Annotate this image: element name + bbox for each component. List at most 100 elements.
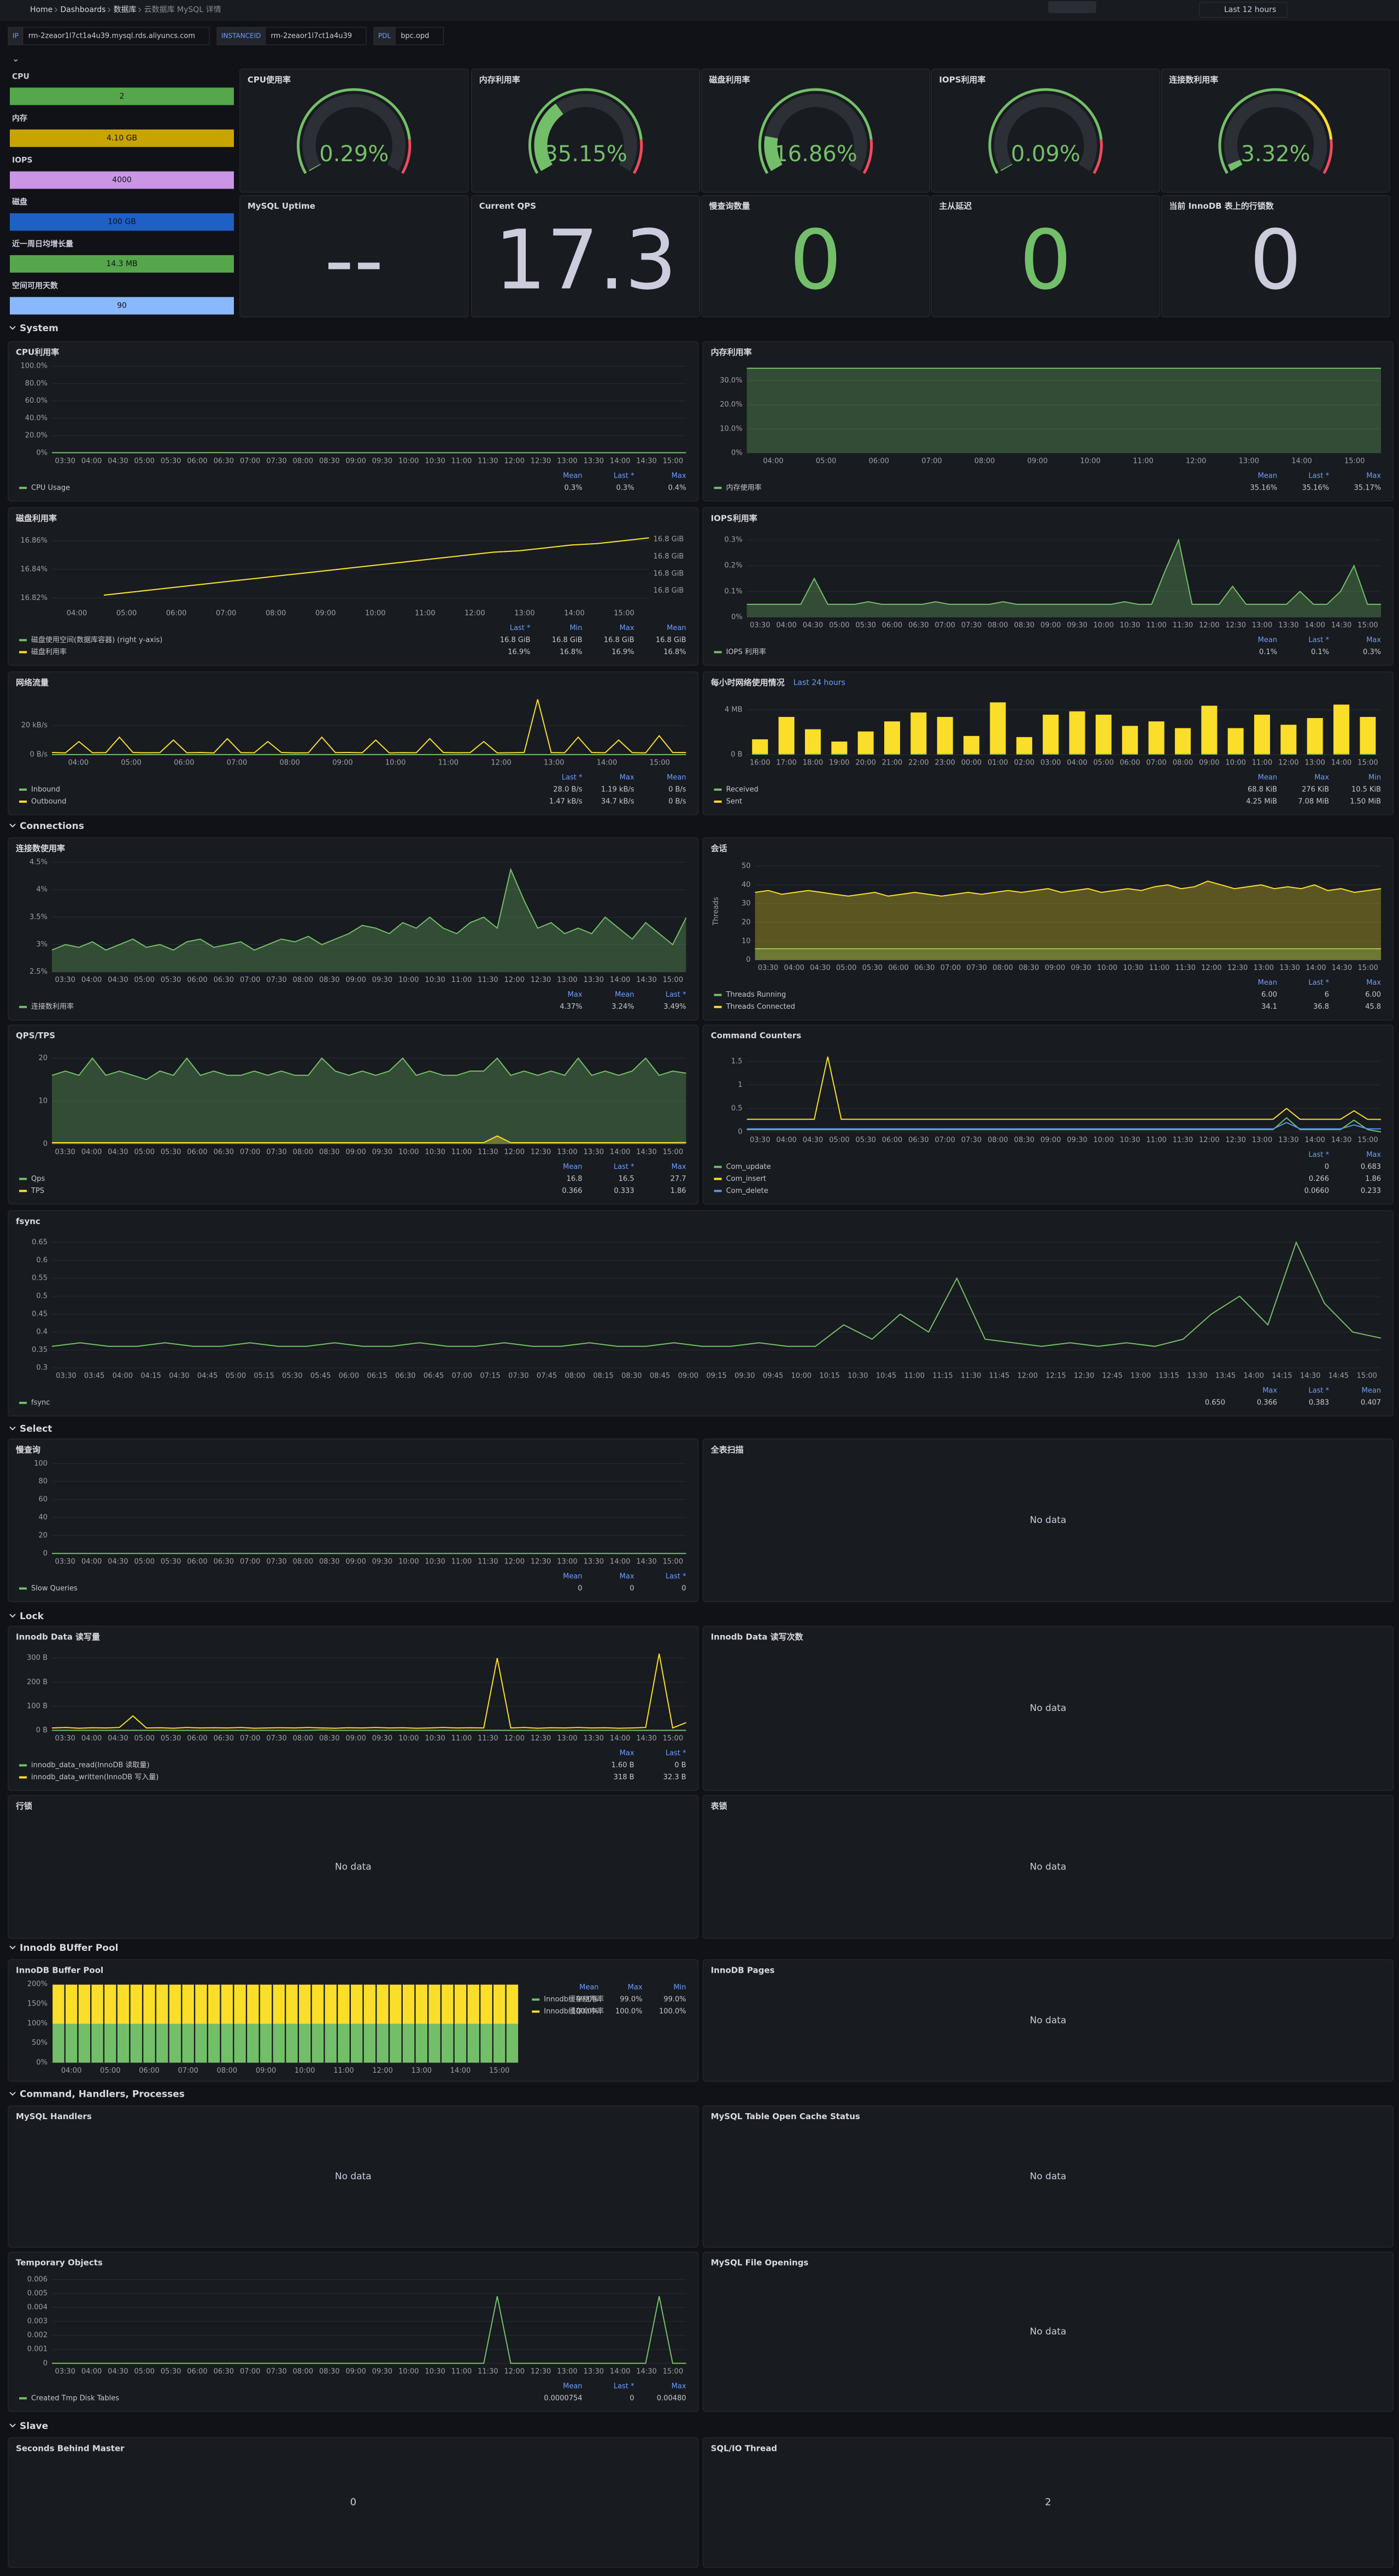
legend-label[interactable]: Threads Connected	[726, 1003, 795, 1011]
legend-header[interactable]: Max	[620, 624, 634, 632]
legend-header[interactable]: Mean	[1258, 636, 1277, 644]
legend-header[interactable]: Last *	[1308, 1387, 1329, 1395]
legend-header[interactable]: Last *	[562, 773, 583, 781]
legend-header[interactable]: Mean	[667, 773, 686, 781]
legend-label[interactable]: TPS	[31, 1187, 44, 1195]
legend-label[interactable]: Outbound	[31, 797, 67, 805]
bar	[454, 2024, 467, 2063]
legend-header[interactable]: Max	[1366, 636, 1381, 644]
legend-label[interactable]: Sent	[726, 797, 743, 805]
row-chevron[interactable]	[9, 326, 16, 330]
bar	[338, 1984, 350, 2024]
time-picker[interactable]	[1199, 2, 1288, 18]
legend-header[interactable]: Max	[568, 991, 583, 999]
section-title[interactable]: Innodb BUffer Pool	[20, 1943, 118, 1954]
legend-label[interactable]: Slow Queries	[31, 1584, 78, 1592]
x-tick-label: 11:00	[451, 1557, 472, 1566]
legend-header[interactable]: Last *	[666, 1749, 686, 1757]
legend-header[interactable]: Last *	[614, 472, 634, 480]
row-chevron[interactable]	[9, 2091, 16, 2096]
legend-label[interactable]: Threads Running	[726, 991, 786, 999]
legend-header[interactable]: Min	[569, 624, 582, 632]
legend-header[interactable]: Min	[1368, 773, 1381, 781]
x-tick-label: 08:00	[987, 1136, 1008, 1144]
legend-label[interactable]: Com_insert	[726, 1175, 766, 1183]
top-button[interactable]	[1048, 1, 1096, 13]
section-title[interactable]: Slave	[20, 2421, 48, 2432]
row-chevron[interactable]	[9, 1426, 16, 1431]
row-chevron[interactable]	[9, 824, 16, 828]
legend-header[interactable]: Mean	[563, 2382, 582, 2390]
legend-label[interactable]: 磁盘利用率	[31, 648, 67, 656]
legend-header[interactable]: Mean	[1258, 773, 1277, 781]
legend-header[interactable]: Max	[1366, 472, 1381, 480]
legend-header[interactable]: Max	[672, 2382, 686, 2390]
breadcrumb-item[interactable]: Home	[30, 5, 52, 14]
section-title[interactable]: Lock	[20, 1611, 44, 1622]
breadcrumb-item[interactable]: 数据库	[114, 5, 137, 14]
legend-header[interactable]: Max	[1262, 1387, 1277, 1395]
section-title[interactable]: Connections	[20, 821, 84, 832]
legend-label[interactable]: Created Tmp Disk Tables	[31, 2394, 119, 2402]
legend-header[interactable]: Mean	[1362, 1387, 1381, 1395]
legend-header[interactable]: Max	[672, 1163, 686, 1171]
legend-header[interactable]: Max	[628, 1984, 643, 1992]
legend-header[interactable]: Last *	[1308, 1151, 1329, 1159]
legend-header[interactable]: Mean	[1258, 979, 1277, 987]
legend-label[interactable]: IOPS 利用率	[726, 648, 766, 656]
legend-header[interactable]: Max	[620, 1572, 634, 1580]
legend-header[interactable]: Max	[1314, 773, 1329, 781]
legend-header[interactable]: Last *	[614, 2382, 634, 2390]
legend-header[interactable]: Mean	[563, 472, 582, 480]
legend-label[interactable]: innodb_data_written(InnoDB 写入量)	[31, 1773, 158, 1781]
legend-header[interactable]: Mean	[579, 1984, 598, 1992]
legend-header[interactable]: Max	[1366, 1151, 1381, 1159]
legend-value: 0.1%	[1259, 648, 1277, 656]
legend-label[interactable]: 内存使用率	[726, 483, 762, 492]
legend-label[interactable]: Innodb缓存使用率	[544, 1995, 604, 2004]
legend-label[interactable]: Inbound	[31, 785, 60, 793]
legend-header[interactable]: Last *	[510, 624, 531, 632]
legend-label[interactable]: CPU Usage	[31, 484, 70, 492]
legend-header[interactable]: Last *	[1308, 472, 1329, 480]
breadcrumb-item[interactable]: Dashboards	[60, 5, 105, 14]
time-range[interactable]: Last 12 hours	[1224, 5, 1276, 14]
legend-label[interactable]: Innodb缓存命中率	[544, 2007, 604, 2016]
legend-header[interactable]: Last *	[1308, 636, 1329, 644]
variable-value-box[interactable]	[22, 27, 210, 45]
legend-header[interactable]: Mean	[1258, 472, 1277, 480]
row-chevron[interactable]	[9, 2424, 16, 2428]
legend-label[interactable]: Qps	[31, 1175, 45, 1183]
legend-header[interactable]: Last *	[1308, 979, 1329, 987]
legend-label[interactable]: Received	[726, 785, 759, 793]
variable-value[interactable]: bpc.opd	[401, 32, 429, 40]
legend-header[interactable]: Last *	[614, 1163, 634, 1171]
legend-label[interactable]: innodb_data_read(InnoDB 读取量)	[31, 1761, 150, 1769]
legend-header[interactable]: Max	[620, 1749, 634, 1757]
section-title[interactable]: Command, Handlers, Processes	[20, 2089, 185, 2100]
legend-label[interactable]: Com_delete	[726, 1187, 768, 1195]
legend-label[interactable]: 连接数利用率	[31, 1002, 74, 1011]
section-title[interactable]: Select	[20, 1424, 52, 1434]
legend-header[interactable]: Mean	[563, 1163, 582, 1171]
legend-header[interactable]: Last *	[666, 991, 686, 999]
legend-header[interactable]: Mean	[667, 624, 686, 632]
legend-header[interactable]: Max	[1366, 979, 1381, 987]
variable-label-box	[216, 27, 266, 45]
legend-header[interactable]: Mean	[563, 1572, 582, 1580]
row-chevron[interactable]	[9, 1614, 16, 1618]
legend-header[interactable]: Last *	[666, 1572, 686, 1580]
legend-header[interactable]: Mean	[615, 991, 634, 999]
variable-value[interactable]: rm-2zeaor1l7ct1a4u39	[271, 32, 352, 40]
section-title[interactable]: System	[20, 323, 58, 334]
variable-value-box[interactable]	[395, 27, 444, 45]
legend-header[interactable]: Min	[673, 1984, 686, 1992]
variable-value[interactable]: rm-2zeaor1l7ct1a4u39.mysql.rds.aliyuncs.…	[28, 32, 195, 40]
legend-label[interactable]: 磁盘使用空间(数据库容器) (right y-axis)	[31, 636, 162, 644]
legend-label[interactable]: Com_update	[726, 1163, 771, 1171]
legend-header[interactable]: Max	[620, 773, 634, 781]
row-chevron[interactable]	[9, 1945, 16, 1950]
variable-value-box[interactable]	[264, 27, 367, 45]
legend-header[interactable]: Max	[672, 472, 686, 480]
legend-label[interactable]: fsync	[31, 1399, 50, 1407]
